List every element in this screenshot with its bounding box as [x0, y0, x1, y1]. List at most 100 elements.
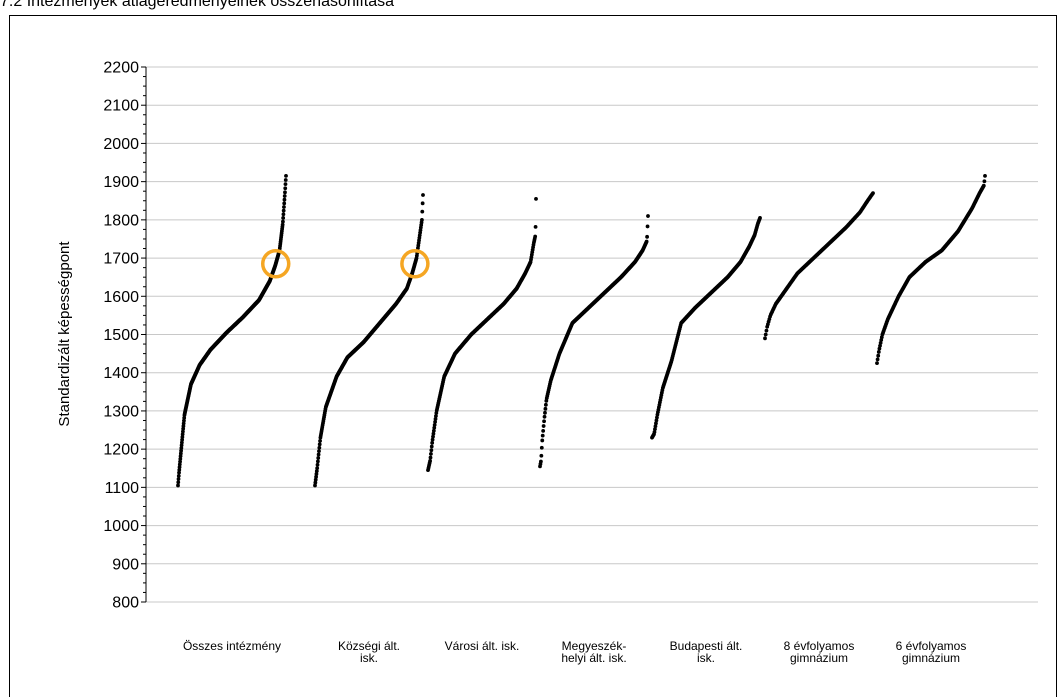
data-point	[431, 434, 435, 439]
category-label: Megyeszék-helyi ált. isk.	[561, 639, 626, 665]
data-point	[181, 429, 185, 434]
data-point	[181, 426, 186, 431]
data-point	[315, 459, 320, 464]
category-label-line: Városi ált. isk.	[445, 639, 520, 653]
grid-lines	[146, 66, 1038, 603]
data-point	[875, 357, 880, 362]
category-label-line: helyi ált. isk.	[561, 651, 626, 665]
data-points	[176, 174, 987, 488]
page-title: 7.2 Intézmények átlageredményeinek össze…	[0, 0, 395, 10]
data-point	[318, 439, 322, 443]
data-point	[180, 437, 185, 442]
data-point	[758, 216, 762, 220]
data-point	[876, 350, 881, 354]
data-point	[432, 422, 437, 427]
y-tick-label: 1400	[103, 365, 139, 382]
category-label-line: 8 évfolyamos	[784, 639, 855, 653]
y-tick-label: 1300	[103, 403, 139, 420]
data-point	[543, 406, 548, 411]
category-label-line: gimnázium	[902, 651, 960, 665]
y-tick-label: 1500	[103, 327, 139, 344]
data-point	[176, 480, 181, 485]
data-point	[420, 217, 424, 222]
y-tick-label: 2100	[103, 98, 139, 115]
data-point	[877, 346, 882, 351]
data-point	[180, 435, 185, 439]
data-point	[421, 193, 425, 197]
data-point	[433, 417, 438, 421]
data-point	[430, 437, 435, 442]
data-point	[652, 430, 657, 434]
data-point	[654, 418, 659, 423]
data-point	[542, 414, 547, 419]
data-point	[429, 451, 433, 456]
data-point	[282, 205, 286, 209]
category-label: Budapesti ált. isk.	[670, 639, 743, 665]
data-point	[763, 336, 767, 341]
series-points	[538, 214, 650, 469]
y-tick-label: 1100	[105, 480, 140, 497]
category-label-line: isk.	[360, 651, 378, 665]
data-point	[283, 186, 288, 191]
data-point	[542, 419, 546, 424]
data-point	[982, 179, 987, 184]
data-point	[283, 178, 288, 182]
data-point	[539, 453, 544, 458]
data-point	[282, 197, 287, 202]
data-point	[315, 466, 320, 471]
data-point	[540, 433, 545, 438]
y-tick-label: 800	[112, 595, 139, 612]
data-point	[533, 234, 538, 239]
y-tick-label: 1600	[103, 289, 139, 306]
data-point	[315, 462, 320, 467]
data-point	[317, 449, 321, 454]
data-point	[177, 465, 182, 470]
series-points	[313, 193, 425, 488]
data-point	[429, 444, 434, 449]
y-tick-labels: 800 900 1000 1100 1200 1300 1400 1500 1600 1700 18…	[103, 60, 139, 612]
data-point	[177, 470, 181, 475]
data-point	[282, 194, 287, 198]
data-point	[543, 402, 548, 407]
y-tick-label: 900	[112, 556, 139, 573]
data-point	[646, 214, 650, 218]
data-point	[179, 440, 184, 445]
data-point	[431, 431, 436, 436]
series-points	[875, 174, 987, 366]
data-point	[541, 428, 546, 433]
data-point	[181, 424, 186, 428]
y-tick-label: 2000	[103, 136, 139, 153]
data-point	[764, 328, 769, 333]
data-point	[280, 222, 285, 227]
data-point	[878, 343, 882, 348]
data-point	[645, 234, 649, 239]
data-point	[533, 224, 538, 229]
data-point	[181, 421, 186, 426]
data-point	[176, 477, 181, 481]
category-labels: Összes intézmény Községi ált. isk.Városi á…	[183, 639, 966, 665]
data-point	[431, 428, 436, 433]
data-point	[428, 459, 432, 463]
y-tick-label: 1000	[103, 518, 139, 535]
data-point	[429, 448, 434, 453]
highlight-markers	[260, 249, 430, 279]
data-point	[179, 448, 183, 453]
data-point	[539, 445, 544, 450]
category-label-line: gimnázium	[790, 651, 848, 665]
data-point	[281, 212, 286, 217]
data-point	[644, 239, 649, 244]
data-point	[281, 208, 286, 213]
data-point	[176, 483, 180, 488]
category-label-line: Összes intézmény	[183, 639, 281, 653]
y-axis-title: Standardizált képességpont	[56, 241, 73, 427]
data-point	[283, 190, 287, 195]
data-point	[178, 457, 183, 461]
highlight-circle	[400, 249, 430, 279]
data-point	[430, 440, 435, 445]
y-tick-label: 1800	[103, 212, 139, 229]
series-points	[426, 196, 538, 473]
data-point	[540, 438, 545, 443]
data-point	[428, 455, 433, 460]
data-point	[420, 201, 425, 206]
